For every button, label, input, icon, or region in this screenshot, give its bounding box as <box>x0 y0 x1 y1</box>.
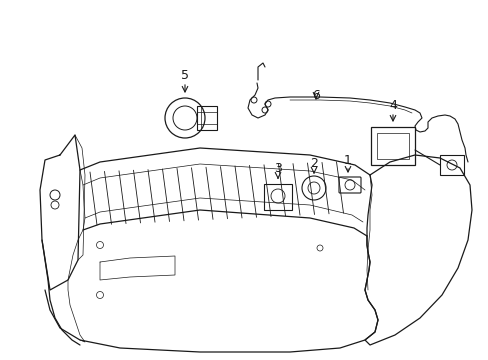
Text: 5: 5 <box>181 68 189 81</box>
Text: 6: 6 <box>311 89 319 102</box>
Text: 3: 3 <box>273 162 282 175</box>
Text: 4: 4 <box>388 99 396 112</box>
Text: 2: 2 <box>309 157 317 170</box>
Text: 1: 1 <box>344 153 351 166</box>
